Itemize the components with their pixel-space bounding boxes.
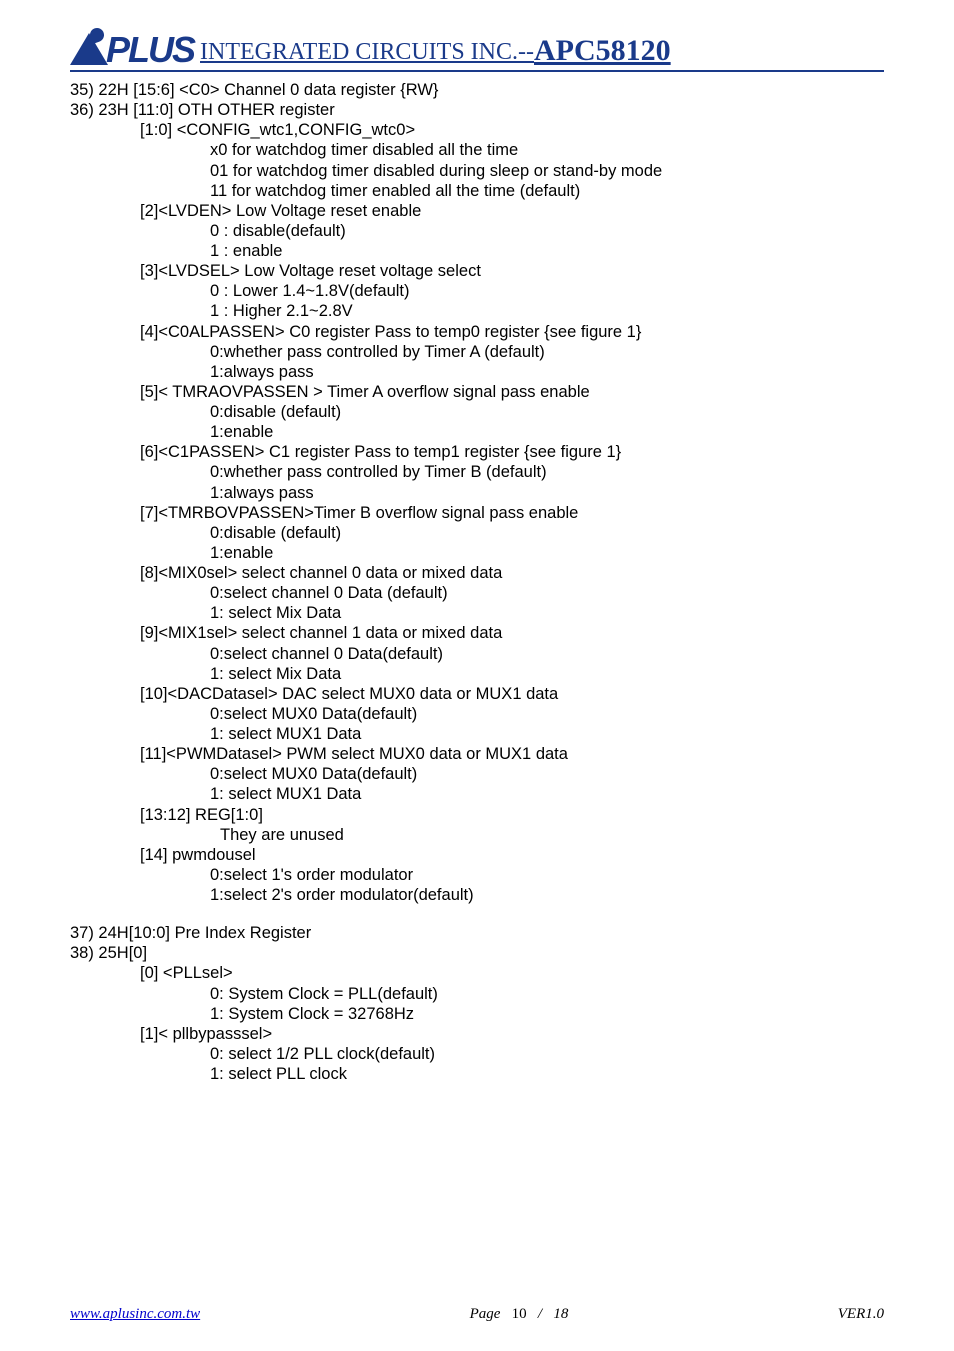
- field-value: 01 for watchdog timer disabled during sl…: [210, 161, 884, 181]
- section-35: 35) 22H [15:6] <C0> Channel 0 data regis…: [70, 80, 884, 100]
- document-body: 35) 22H [15:6] <C0> Channel 0 data regis…: [70, 80, 884, 1084]
- field-lvden: [2]<LVDEN> Low Voltage reset enable: [140, 201, 884, 221]
- footer-page: Page 10 / 18: [470, 1306, 569, 1323]
- field-c0alpassen: [4]<C0ALPASSEN> C0 register Pass to temp…: [140, 322, 884, 342]
- logo-text: PLUS: [106, 32, 194, 68]
- field-value: They are unused: [220, 825, 884, 845]
- header-title: INTEGRATED CIRCUITS INC.--: [200, 39, 534, 68]
- page-label: Page: [470, 1306, 501, 1322]
- field-pllsel: [0] <PLLsel>: [140, 963, 884, 983]
- field-value: 1:enable: [210, 543, 884, 563]
- field-value: 1: select Mix Data: [210, 603, 884, 623]
- field-value: 1: System Clock = 32768Hz: [210, 1004, 884, 1024]
- field-value: 1: select MUX1 Data: [210, 784, 884, 804]
- footer-url-link[interactable]: www.aplusinc.com.tw: [70, 1306, 200, 1323]
- field-value: 1: select PLL clock: [210, 1064, 884, 1084]
- field-mix0sel: [8]<MIX0sel> select channel 0 data or mi…: [140, 563, 884, 583]
- field-dacdatasel: [10]<DACDatasel> DAC select MUX0 data or…: [140, 684, 884, 704]
- field-value: 0: System Clock = PLL(default): [210, 984, 884, 1004]
- field-value: 1 : enable: [210, 241, 884, 261]
- field-value: 1:always pass: [210, 483, 884, 503]
- section-37: 37) 24H[10:0] Pre Index Register: [70, 923, 884, 943]
- field-value: 0:select 1's order modulator: [210, 865, 884, 885]
- field-value: 0: select 1/2 PLL clock(default): [210, 1044, 884, 1064]
- field-c1passen: [6]<C1PASSEN> C1 register Pass to temp1 …: [140, 442, 884, 462]
- field-value: 1:enable: [210, 422, 884, 442]
- field-value: 0:select channel 0 Data(default): [210, 644, 884, 664]
- field-value: 1: select Mix Data: [210, 664, 884, 684]
- field-value: 1:select 2's order modulator(default): [210, 885, 884, 905]
- field-tmraovpassen: [5]< TMRAOVPASSEN > Timer A overflow sig…: [140, 382, 884, 402]
- field-value: 11 for watchdog timer enabled all the ti…: [210, 181, 884, 201]
- field-value: 0:select MUX0 Data(default): [210, 764, 884, 784]
- field-value: 0:whether pass controlled by Timer A (de…: [210, 342, 884, 362]
- field-value: 1:always pass: [210, 362, 884, 382]
- logo-mark-icon: [70, 30, 110, 68]
- field-pwmdatasel: [11]<PWMDatasel> PWM select MUX0 data or…: [140, 744, 884, 764]
- page-sep: /: [538, 1306, 542, 1322]
- field-value: 0:disable (default): [210, 523, 884, 543]
- field-config-wtc: [1:0] <CONFIG_wtc1,CONFIG_wtc0>: [140, 120, 884, 140]
- page-header: PLUS INTEGRATED CIRCUITS INC.--APC58120: [70, 30, 884, 72]
- field-value: 0:whether pass controlled by Timer B (de…: [210, 462, 884, 482]
- field-value: 0 : disable(default): [210, 221, 884, 241]
- field-value: 0:select MUX0 Data(default): [210, 704, 884, 724]
- field-mix1sel: [9]<MIX1sel> select channel 1 data or mi…: [140, 623, 884, 643]
- section-36: 36) 23H [11:0] OTH OTHER register: [70, 100, 884, 120]
- field-pllbypasssel: [1]< pllbypasssel>: [140, 1024, 884, 1044]
- section-38: 38) 25H[0]: [70, 943, 884, 963]
- footer-version: VER1.0: [838, 1306, 884, 1323]
- field-tmrbovpassen: [7]<TMRBOVPASSEN>Timer B overflow signal…: [140, 503, 884, 523]
- field-lvdsel: [3]<LVDSEL> Low Voltage reset voltage se…: [140, 261, 884, 281]
- page-footer: www.aplusinc.com.tw Page 10 / 18 VER1.0: [70, 1306, 884, 1323]
- header-chip: APC58120: [534, 34, 671, 68]
- field-value: 0:select channel 0 Data (default): [210, 583, 884, 603]
- field-value: 0 : Lower 1.4~1.8V(default): [210, 281, 884, 301]
- field-value: 0:disable (default): [210, 402, 884, 422]
- field-reg10: [13:12] REG[1:0]: [140, 805, 884, 825]
- logo: PLUS: [70, 30, 194, 68]
- field-pwmdousel: [14] pwmdousel: [140, 845, 884, 865]
- page-total: 18: [553, 1306, 568, 1322]
- field-value: 1 : Higher 2.1~2.8V: [210, 301, 884, 321]
- field-value: 1: select MUX1 Data: [210, 724, 884, 744]
- page-current: 10: [512, 1306, 527, 1322]
- field-value: x0 for watchdog timer disabled all the t…: [210, 140, 884, 160]
